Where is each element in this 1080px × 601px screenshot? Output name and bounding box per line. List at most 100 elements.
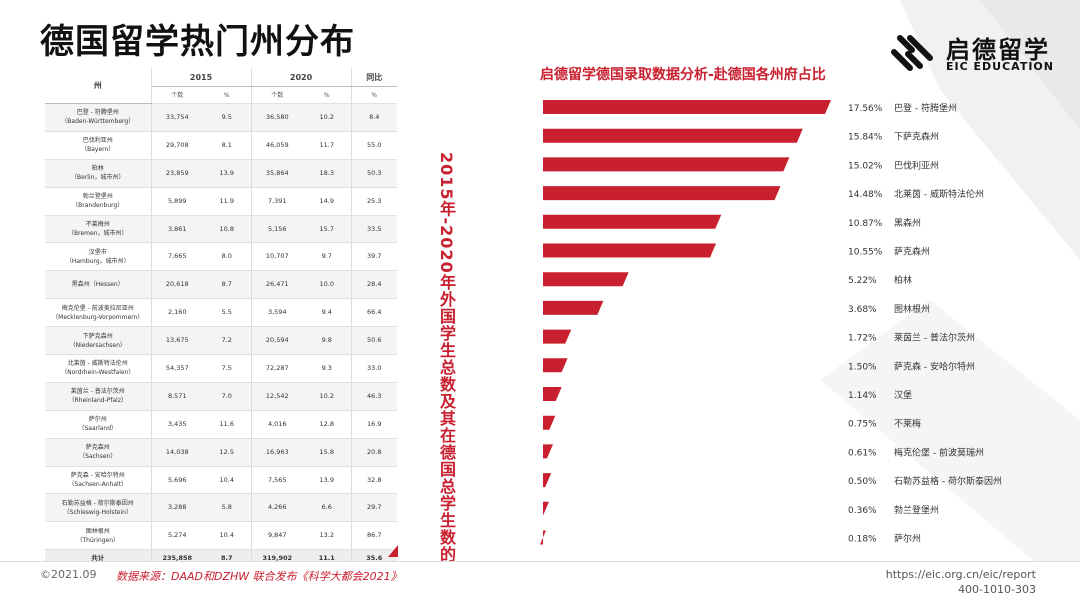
yoy-pct-cell: 55.0: [350, 131, 398, 160]
pct-2015-cell: 11.9: [203, 187, 252, 216]
bar-category-label: 下萨克森州: [894, 131, 939, 143]
bar-category-label: 北莱茵 - 威斯特法伦州: [894, 188, 984, 200]
yoy-pct-cell: 32.8: [350, 466, 398, 495]
logo-english-text: EIC EDUCATION: [946, 60, 1054, 73]
bar-category-label: 图林根州: [894, 303, 930, 315]
table-row: 下萨克森州 （Niedersachsen） 13,675 7.2 20,594 9.8 50…: [45, 326, 398, 356]
bar-0: [543, 100, 831, 114]
pct-2015-cell: 5.8: [203, 493, 252, 523]
state-name-de: （Nordrhein-Westfalen）: [61, 369, 135, 377]
background-decoration: [820, 0, 1080, 600]
bar-category-label: 不莱梅: [894, 418, 921, 430]
footer-url[interactable]: https://eic.org.cn/eic/report: [885, 568, 1036, 581]
count-2020-cell: 5,156: [250, 215, 304, 244]
pct-2020-cell: 10.0: [303, 270, 352, 300]
state-name-de: （Sachsen）: [79, 453, 117, 461]
table-row: 汉堡市 （Hamburg，城市州） 7,665 8.0 10,707 9.7 39.7: [45, 242, 398, 272]
logo-chinese-text: 启德留学: [946, 36, 1050, 64]
yoy-pct-cell: 50.6: [350, 326, 398, 356]
count-2020-cell: 35,864: [250, 159, 304, 188]
students-table: 州 2015 2020 同比 个数 % 个数 % % 巴登 - 符腾堡州 （Bad…: [45, 68, 398, 568]
pct-2015-cell: 8.1: [203, 131, 252, 160]
pct-2020-cell: 11.7: [303, 131, 352, 160]
bar-5: [543, 243, 717, 258]
bar-category-label: 莱茵兰 - 普法尔茨州: [894, 332, 975, 344]
pct-2020-cell: 15.8: [303, 438, 352, 467]
subheader-yoy-pct: %: [350, 86, 398, 104]
pct-2015-cell: 10.4: [203, 466, 252, 495]
table-row: 萨尔州 （Saarland） 3,435 11.6 4,016 12.8 16.9: [45, 410, 398, 439]
pct-2020-cell: 9.4: [303, 298, 352, 328]
state-name-de: （Bremen，城市州）: [68, 230, 128, 237]
table-row: 不莱梅州 （Bremen，城市州） 3,861 10.8 5,156 15.7 33.5: [45, 215, 398, 244]
state-name-cn: 图林根州: [85, 527, 110, 535]
table-row: 萨克森 - 安哈尔特州 （Sachsen-Anhalt） 5,696 10.4 7,56…: [45, 466, 398, 495]
pct-2015-cell: 8.7: [203, 270, 252, 300]
subheader-count-2015: 个数: [150, 86, 203, 104]
count-2020-cell: 7,565: [250, 466, 304, 495]
state-name-cell: 汉堡市 （Hamburg，城市州）: [45, 242, 151, 272]
bar-1: [543, 128, 803, 143]
state-name-cn: 柏林: [91, 165, 104, 173]
bar-11: [543, 415, 556, 430]
header-state: 州: [45, 68, 151, 104]
bar-category-label: 萨尔州: [894, 533, 921, 545]
bar-3: [543, 186, 781, 201]
bar-9: [543, 358, 568, 373]
bar-7: [543, 300, 604, 315]
count-2015-cell: 13,675: [150, 326, 203, 356]
eic-logo: 启德留学 EIC EDUCATION: [890, 28, 1065, 78]
subheader-count-2020: 个数: [250, 86, 304, 104]
yoy-pct-cell: 29.7: [350, 493, 398, 523]
state-name-de: （Thüringen）: [76, 536, 119, 544]
bar-value-label: 14.48%: [848, 190, 883, 200]
count-2015-cell: 29,708: [150, 131, 203, 160]
state-name-cn: 下萨克森州: [82, 332, 113, 340]
pct-2020-cell: 13.2: [303, 521, 352, 551]
count-2020-cell: 7,391: [250, 187, 304, 216]
count-2015-cell: 5,696: [150, 466, 203, 495]
state-name-de: （Mecklenburg-Vorpommern）: [52, 313, 144, 321]
eic-logo-icon: [891, 35, 933, 71]
count-2015-cell: 54,357: [150, 354, 203, 383]
header-2015: 2015: [150, 68, 252, 87]
bar-6: [543, 272, 629, 287]
count-2015-cell: 3,288: [150, 493, 203, 523]
state-name-cn: 勃兰登堡州: [82, 193, 113, 201]
footer-date: ©2021.09: [40, 568, 97, 581]
state-name-cn: 莱茵兰 - 普法尔茨州: [70, 388, 125, 396]
pct-2020-cell: 15.7: [303, 215, 352, 244]
state-name-de: （Berlin，城市州）: [71, 174, 125, 182]
state-name-cell: 萨克森 - 安哈尔特州 （Sachsen-Anhalt）: [45, 466, 151, 495]
pct-2015-cell: 7.2: [203, 326, 252, 356]
table-row: 石勒苏益格 - 荷尔斯泰因州 （Schleswig-Holstein） 3,288 5…: [45, 493, 398, 523]
table-row: 北莱茵 - 威斯特法伦州 （Nordrhein-Westfalen） 54,357 7…: [45, 354, 398, 383]
footer-source: 数据来源：DAAD和DZHW 联合发布《科学大都会2021》: [116, 570, 402, 583]
state-name-de: （Sachsen-Anhalt）: [68, 481, 128, 489]
state-name-cn: 黑森州（Hessen）: [71, 281, 124, 289]
count-2020-cell: 10,707: [250, 242, 304, 272]
bar-value-label: 10.87%: [848, 219, 883, 229]
yoy-pct-cell: 46.3: [350, 382, 398, 411]
bar-2: [543, 157, 790, 172]
count-2015-cell: 14,038: [150, 438, 203, 467]
state-name-cell: 莱茵兰 - 普法尔茨州 （Rheinland-Pfalz）: [45, 382, 151, 411]
yoy-pct-cell: 39.7: [350, 242, 398, 272]
bar-value-label: 5.22%: [848, 276, 877, 286]
bar-value-label: 3.68%: [848, 305, 877, 315]
state-name-cell: 下萨克森州 （Niedersachsen）: [45, 326, 151, 356]
state-name-cn: 巴伐利亚州: [82, 137, 113, 145]
state-name-cell: 巴伐利亚州 （Bayern）: [45, 131, 151, 160]
subheader-pct-2020: %: [303, 86, 352, 104]
state-name-cn: 北莱茵 - 威斯特法伦州: [67, 360, 128, 368]
state-name-cell: 黑森州（Hessen）: [45, 270, 151, 300]
count-2015-cell: 5,899: [150, 187, 203, 216]
bar-14: [542, 501, 549, 516]
state-name-de: （Baden-Württemberg）: [61, 118, 135, 126]
footer: [0, 561, 1080, 601]
count-2015-cell: 33,754: [150, 103, 203, 132]
table-row: 柏林 （Berlin，城市州） 23,859 13.9 35,864 18.3 50.3: [45, 159, 398, 188]
bar-12: [543, 444, 554, 459]
count-2015-cell: 8,571: [150, 382, 203, 411]
table-row: 梅克伦堡 - 前波美拉尼亚州 （Mecklenburg-Vorpommern） 2,…: [45, 298, 398, 328]
